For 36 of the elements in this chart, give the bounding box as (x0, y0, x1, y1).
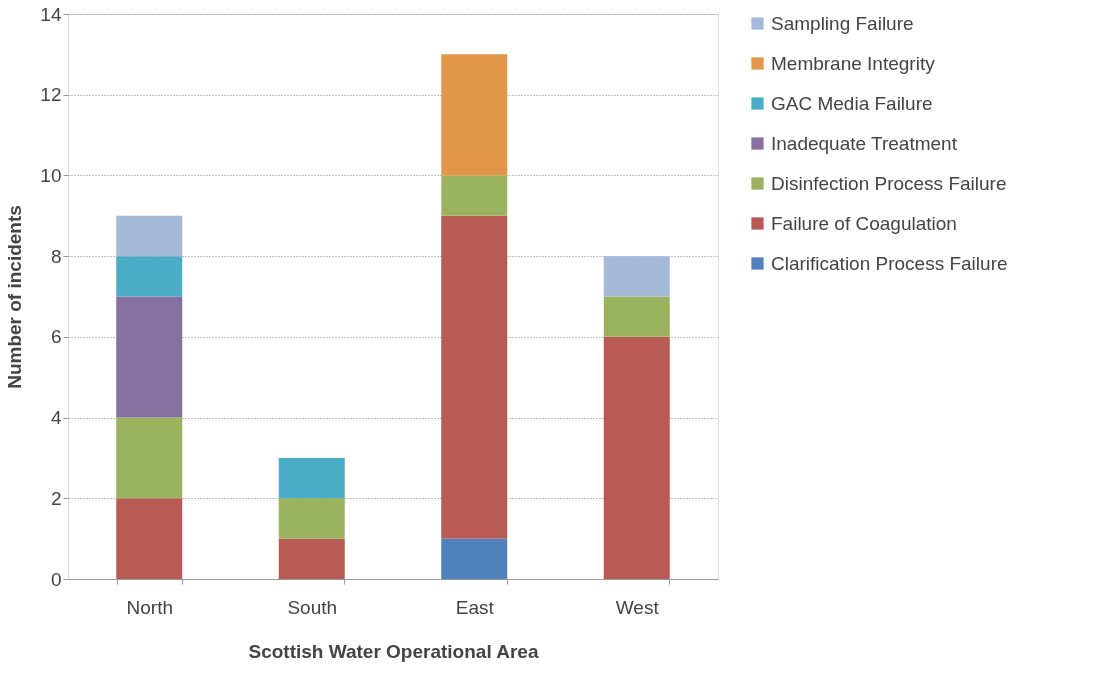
x-axis-title: Scottish Water Operational Area (248, 640, 539, 662)
legend-label: Membrane Integrity (771, 52, 936, 74)
x-tick-label: South (287, 596, 338, 618)
legend-label: Inadequate Treatment (771, 132, 958, 154)
bar (116, 296, 183, 418)
bar (116, 215, 183, 257)
x-tick-label: East (455, 596, 495, 618)
y-tick-label: 8 (50, 245, 62, 267)
y-tick-label: 6 (50, 326, 62, 348)
y-axis-title: Number of incidents (4, 205, 26, 389)
bar (441, 538, 508, 579)
legend-label: Failure of Coagulation (771, 212, 957, 234)
bar (116, 417, 183, 499)
legend-label: Clarification Process Failure (771, 252, 1008, 274)
y-tick-label: 4 (50, 407, 62, 429)
bar (441, 175, 508, 216)
bar (441, 54, 508, 176)
x-tick-label: North (126, 596, 173, 618)
bar (278, 538, 345, 579)
bar (603, 296, 670, 337)
bar (116, 256, 183, 297)
y-tick-label: 0 (50, 568, 62, 590)
bar (441, 215, 508, 539)
legend-label: Sampling Failure (771, 12, 914, 34)
y-tick-label: 14 (40, 3, 62, 25)
x-tick-label: West (615, 596, 660, 618)
bar (278, 457, 345, 499)
bar (603, 336, 670, 579)
y-tick-label: 12 (40, 84, 62, 106)
bar (278, 498, 345, 539)
y-tick-label: 10 (40, 164, 62, 186)
legend-label: GAC Media Failure (771, 92, 933, 114)
bar (116, 498, 183, 579)
y-tick-label: 2 (50, 487, 62, 509)
bar (603, 256, 670, 297)
legend-label: Disinfection Process Failure (771, 172, 1007, 194)
